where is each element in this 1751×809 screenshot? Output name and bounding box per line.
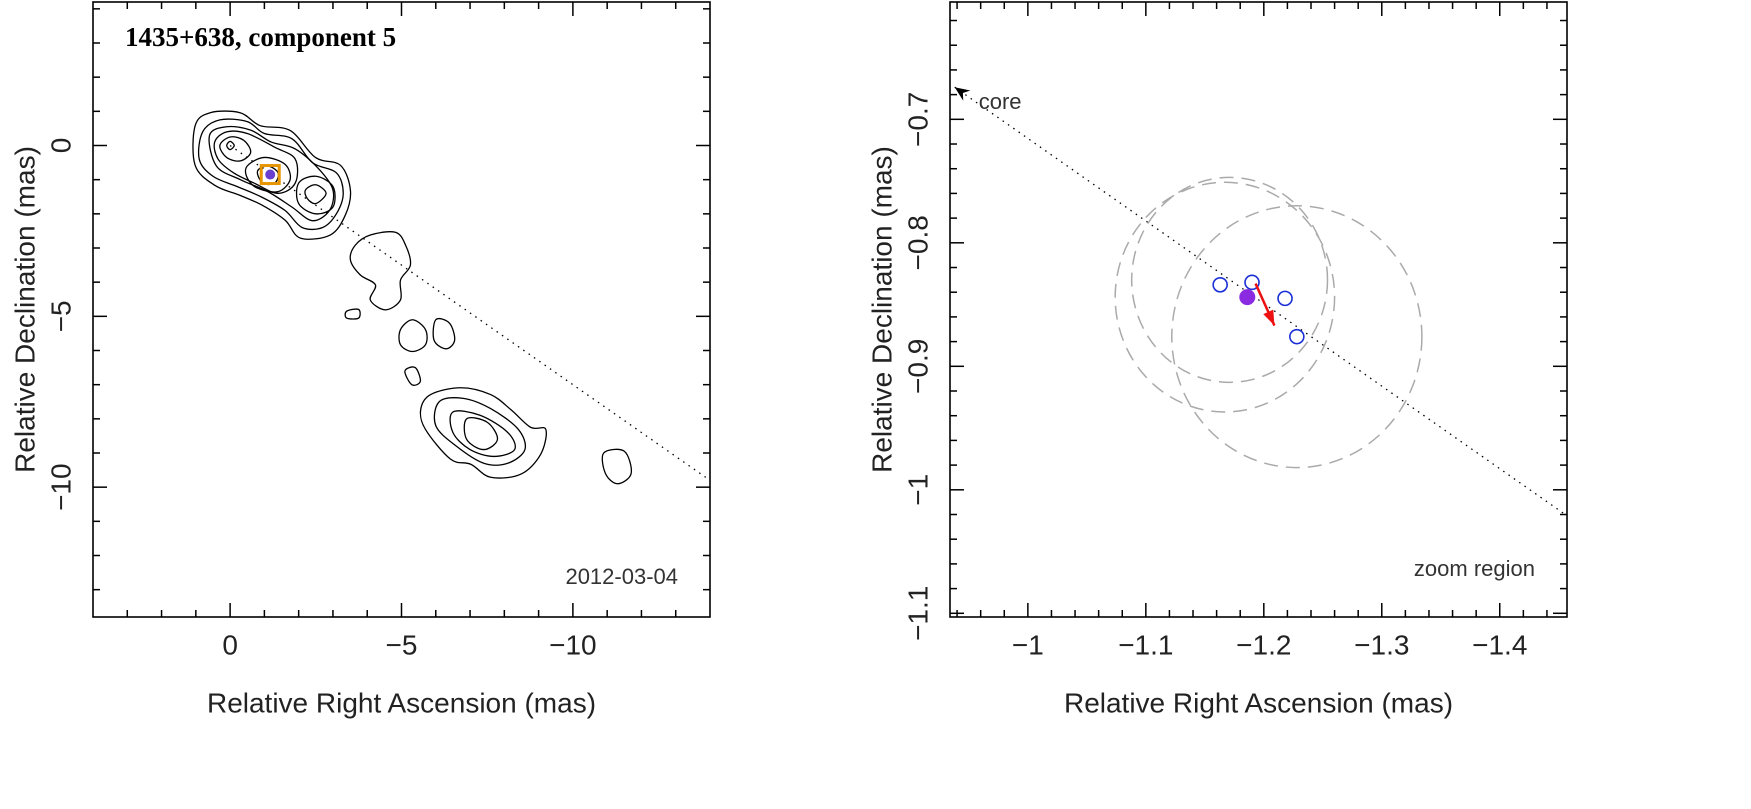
- error-circle: [1171, 205, 1423, 469]
- x-tick-label: −10: [549, 629, 597, 660]
- contour: [213, 130, 299, 194]
- position-point: [1212, 277, 1228, 293]
- contour: [601, 448, 633, 485]
- direction-line: [229, 144, 711, 481]
- contour: [344, 308, 361, 320]
- contour: [192, 110, 352, 240]
- x-tick-label: −1.1: [1118, 629, 1173, 660]
- x-tick-label: −1.2: [1236, 629, 1291, 660]
- contour: [349, 231, 412, 311]
- plot-frame: [949, 1, 1568, 618]
- core-label: core: [979, 89, 1022, 114]
- contour: [404, 366, 422, 386]
- epoch-label: 2012-03-04: [565, 564, 678, 589]
- y-tick-label: −0.9: [902, 339, 933, 394]
- y-tick-label: −1.1: [902, 586, 933, 641]
- y-axis-label: Relative Declination (mas): [866, 146, 897, 473]
- contour: [197, 118, 344, 231]
- x-tick-label: 0: [222, 629, 238, 660]
- error-circle: [1130, 176, 1329, 384]
- contour: [449, 410, 516, 458]
- y-tick-label: −0.7: [902, 92, 933, 147]
- y-tick-label: −5: [45, 300, 76, 332]
- contour: [244, 156, 292, 193]
- panel-title: 1435+638, component 5: [125, 22, 396, 52]
- x-tick-label: −1.3: [1354, 629, 1409, 660]
- motion-arrowhead: [1263, 309, 1275, 326]
- x-axis-label: Relative Right Ascension (mas): [1064, 687, 1453, 718]
- y-tick-label: −10: [45, 463, 76, 511]
- x-tick-label: −1.4: [1472, 629, 1527, 660]
- contour: [295, 175, 336, 215]
- core-arrowhead: [954, 87, 971, 101]
- region-label: zoom region: [1414, 556, 1535, 581]
- position-point: [1244, 274, 1260, 291]
- contour: [219, 136, 252, 162]
- y-tick-label: −1: [902, 474, 933, 506]
- y-tick-label: −0.8: [902, 215, 933, 270]
- y-tick-label: 0: [45, 138, 76, 154]
- position-point: [1277, 290, 1293, 307]
- contour: [419, 387, 547, 479]
- mean-position: [1239, 289, 1256, 306]
- contour: [398, 319, 428, 353]
- contour: [208, 125, 335, 222]
- contour: [226, 140, 235, 151]
- plot-frame: [92, 1, 711, 618]
- position-point: [1289, 328, 1305, 345]
- contour: [304, 184, 327, 205]
- y-axis-label: Relative Declination (mas): [9, 146, 40, 473]
- x-axis-label: Relative Right Ascension (mas): [207, 687, 596, 718]
- contour: [433, 397, 527, 466]
- x-tick-label: −1: [1012, 629, 1044, 660]
- x-tick-label: −5: [386, 629, 418, 660]
- component-box: [259, 164, 281, 186]
- component-position: [265, 169, 276, 180]
- contour: [463, 417, 499, 451]
- core-direction-line: [954, 86, 1568, 517]
- error-circle: [1114, 181, 1336, 413]
- contour: [432, 317, 456, 350]
